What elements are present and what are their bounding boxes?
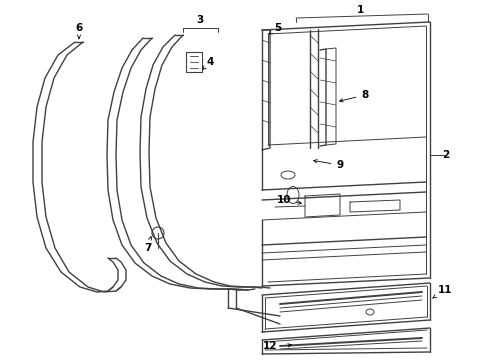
Text: 3: 3: [196, 15, 204, 25]
Text: 6: 6: [75, 23, 83, 39]
Text: 10: 10: [277, 195, 301, 205]
Text: 2: 2: [442, 150, 450, 160]
Text: 1: 1: [356, 5, 364, 15]
Text: 12: 12: [263, 341, 277, 351]
Text: 5: 5: [269, 23, 282, 34]
Text: 4: 4: [203, 57, 214, 69]
Text: 9: 9: [314, 159, 343, 170]
Text: 11: 11: [433, 285, 452, 298]
Text: 7: 7: [145, 237, 152, 253]
Text: 8: 8: [340, 90, 368, 102]
